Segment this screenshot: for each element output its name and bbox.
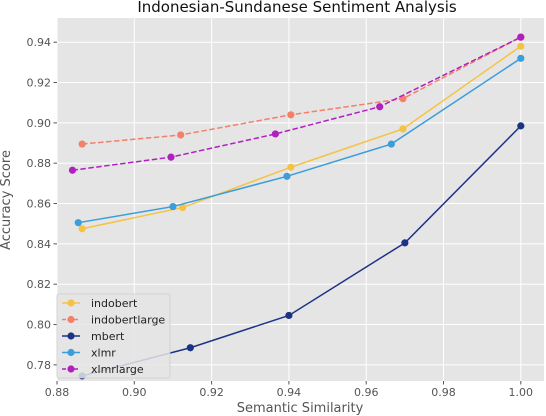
data-point-indobert bbox=[517, 42, 525, 50]
y-tick-label: 0.86 bbox=[27, 198, 52, 211]
legend-entry-xlmrlarge: xlmrlarge bbox=[62, 363, 144, 376]
y-tick-label: 0.92 bbox=[27, 77, 52, 90]
series-line-xlmrlarge bbox=[72, 36, 522, 172]
legend-label: mbert bbox=[91, 330, 125, 343]
legend: indobert indobertlarge mbert xlmr xlmrlarge bbox=[56, 293, 171, 379]
data-point-indobert bbox=[179, 203, 187, 212]
legend-marker bbox=[67, 348, 75, 357]
data-point-xlmrlarge bbox=[517, 33, 525, 41]
legend-entry-indobert: indobert bbox=[62, 297, 138, 310]
y-tick-label: 0.82 bbox=[27, 278, 52, 291]
x-tick-label: 1.00 bbox=[509, 386, 534, 399]
series-xlmrlarge bbox=[68, 33, 525, 174]
y-tick-label: 0.94 bbox=[27, 36, 52, 49]
y-axis-label: Accuracy Score bbox=[0, 150, 14, 250]
x-tick-label: 0.92 bbox=[199, 386, 224, 399]
legend-marker bbox=[67, 332, 75, 340]
y-tick-label: 0.88 bbox=[27, 157, 52, 170]
legend-entry-indobertlarge: indobertlarge bbox=[62, 314, 165, 327]
legend-box bbox=[56, 293, 171, 379]
x-tick-label: 0.98 bbox=[431, 386, 456, 399]
data-point-mbert bbox=[285, 311, 293, 320]
legend-label: indobertlarge bbox=[91, 314, 165, 327]
x-tick-label: 0.96 bbox=[354, 386, 379, 399]
legend-entry-mbert: mbert bbox=[62, 330, 125, 343]
legend-label: indobert bbox=[91, 297, 138, 310]
data-point-xlmrlarge bbox=[68, 166, 77, 174]
legend-label: xlmrlarge bbox=[91, 363, 144, 376]
data-point-xlmr bbox=[387, 140, 395, 148]
x-tick-label: 0.88 bbox=[45, 386, 70, 399]
chart-title: Indonesian-Sundanese Sentiment Analysis bbox=[137, 0, 457, 16]
series-xlmr bbox=[74, 54, 525, 227]
x-tick-label: 0.90 bbox=[122, 386, 147, 399]
legend-entries: indobert indobertlarge mbert xlmr xlmrlarge bbox=[62, 297, 165, 376]
data-point-xlmrlarge bbox=[271, 130, 279, 138]
data-point-xlmr bbox=[517, 54, 525, 62]
data-point-mbert bbox=[401, 239, 409, 247]
data-point-indobertlarge bbox=[177, 131, 185, 139]
data-point-indobertlarge bbox=[78, 140, 86, 148]
y-tick-label: 0.80 bbox=[27, 319, 52, 332]
y-tick-label: 0.78 bbox=[27, 359, 52, 372]
legend-marker bbox=[67, 315, 75, 324]
legend-label: xlmr bbox=[91, 347, 116, 360]
y-tick-label: 0.90 bbox=[27, 117, 52, 130]
legend-marker bbox=[67, 365, 75, 373]
data-point-indobertlarge bbox=[287, 111, 295, 119]
x-axis-label: Semantic Similarity bbox=[237, 401, 364, 416]
data-point-mbert bbox=[186, 344, 194, 352]
data-point-xlmr bbox=[283, 172, 291, 180]
x-tick-label: 0.94 bbox=[277, 386, 302, 399]
data-point-indobert bbox=[287, 163, 295, 171]
tick-labels: 0.88 0.90 0.92 0.94 0.96 0.98 1.00 0.78 0.80 0.82… bbox=[27, 36, 534, 399]
data-point-indobert bbox=[399, 125, 407, 133]
y-tick-label: 0.84 bbox=[27, 238, 52, 251]
legend-marker bbox=[67, 299, 75, 307]
data-point-xlmr bbox=[74, 219, 82, 227]
legend-entry-xlmr: xlmr bbox=[62, 347, 116, 360]
data-point-xlmrlarge bbox=[376, 103, 384, 111]
data-point-indobert bbox=[78, 225, 86, 233]
data-point-xlmr bbox=[169, 202, 177, 211]
data-point-mbert bbox=[517, 122, 525, 130]
data-point-xlmrlarge bbox=[167, 153, 175, 161]
series-indobert bbox=[78, 42, 525, 233]
